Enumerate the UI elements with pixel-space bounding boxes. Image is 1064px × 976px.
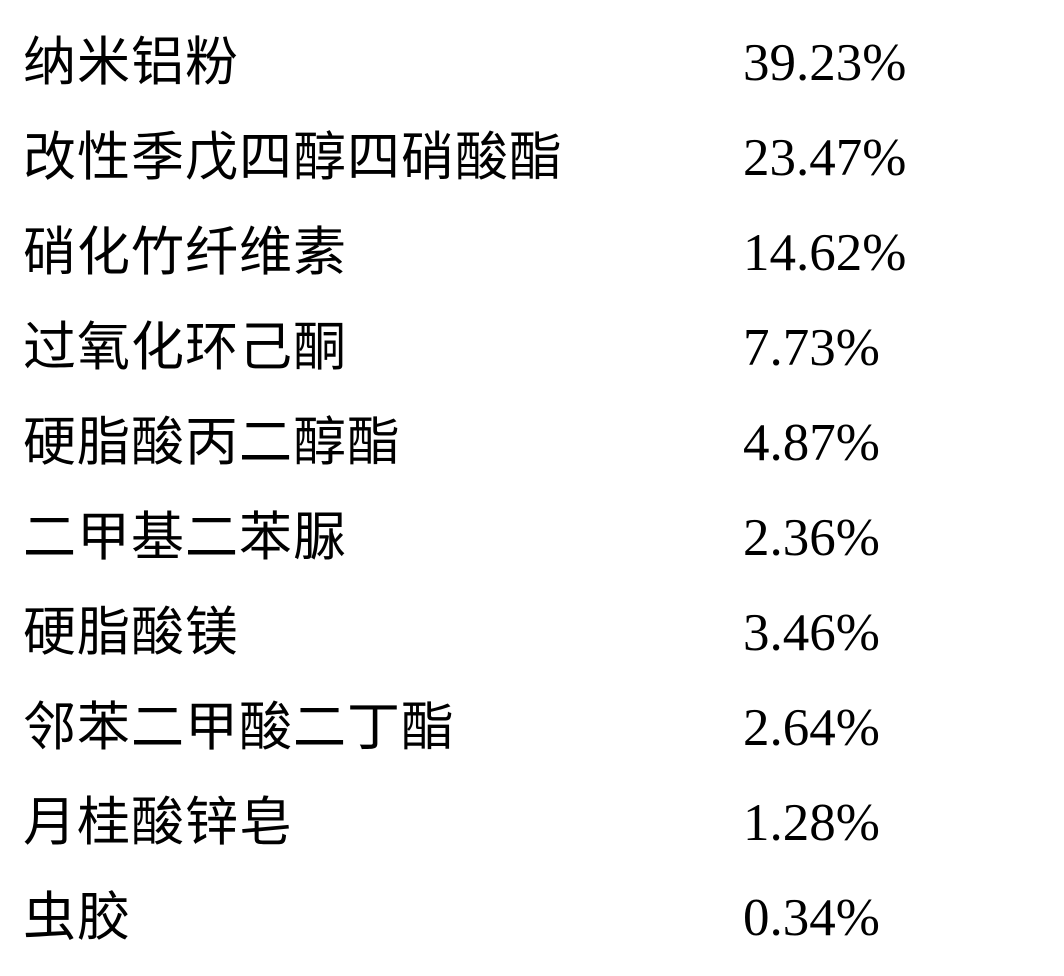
percentage-value: 4.87% — [743, 413, 880, 473]
ingredient-label: 改性季戊四醇四硝酸酯 — [23, 115, 743, 191]
percentage-value: 1.28% — [743, 793, 880, 853]
table-row: 月桂酸锌皂 1.28% — [0, 780, 1064, 875]
table-row: 硝化竹纤维素 14.62% — [0, 210, 1064, 305]
table-row: 虫胶 0.34% — [0, 875, 1064, 970]
ingredient-label: 月桂酸锌皂 — [23, 780, 743, 856]
table-row: 改性季戊四醇四硝酸酯 23.47% — [0, 115, 1064, 210]
ingredient-label: 过氧化环己酮 — [23, 305, 743, 381]
percentage-value: 2.36% — [743, 508, 880, 568]
percentage-value: 3.46% — [743, 603, 880, 663]
percentage-value: 39.23% — [743, 33, 906, 93]
ingredient-label: 硬脂酸镁 — [23, 590, 743, 666]
percentage-value: 23.47% — [743, 128, 906, 188]
ingredient-label: 硝化竹纤维素 — [23, 210, 743, 286]
table-row: 硬脂酸丙二醇酯 4.87% — [0, 400, 1064, 495]
ingredient-label: 二甲基二苯脲 — [23, 495, 743, 571]
percentage-value: 2.64% — [743, 698, 880, 758]
percentage-value: 0.34% — [743, 888, 880, 948]
table-row: 纳米铝粉 39.23% — [0, 20, 1064, 115]
ingredient-label: 虫胶 — [23, 875, 743, 951]
ingredient-label: 纳米铝粉 — [23, 20, 743, 96]
table-row: 硬脂酸镁 3.46% — [0, 590, 1064, 685]
table-row: 邻苯二甲酸二丁酯 2.64% — [0, 685, 1064, 780]
composition-table: 纳米铝粉 39.23% 改性季戊四醇四硝酸酯 23.47% 硝化竹纤维素 14.… — [0, 20, 1064, 970]
table-row: 过氧化环己酮 7.73% — [0, 305, 1064, 400]
ingredient-label: 邻苯二甲酸二丁酯 — [23, 685, 743, 761]
ingredient-label: 硬脂酸丙二醇酯 — [23, 400, 743, 476]
table-row: 二甲基二苯脲 2.36% — [0, 495, 1064, 590]
percentage-value: 7.73% — [743, 318, 880, 378]
percentage-value: 14.62% — [743, 223, 906, 283]
